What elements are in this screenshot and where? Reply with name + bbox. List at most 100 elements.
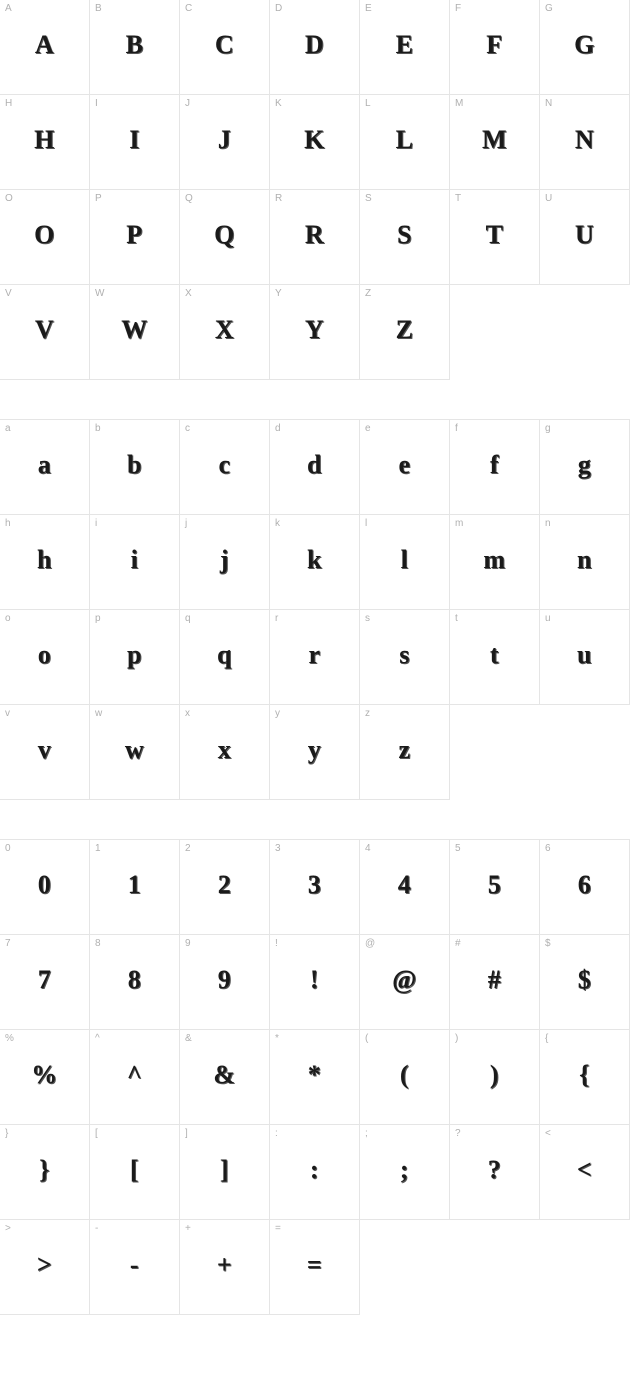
- glyph-cell[interactable]: rr: [269, 609, 360, 705]
- glyph-cell[interactable]: QQ: [179, 189, 270, 285]
- glyph-cell[interactable]: ]]: [179, 1124, 270, 1220]
- glyph-cell[interactable]: 88: [89, 934, 180, 1030]
- glyph-cell[interactable]: MM: [449, 94, 540, 190]
- glyph-cell-label: t: [455, 613, 458, 624]
- glyph-cell[interactable]: ==: [269, 1219, 360, 1315]
- glyph-cell[interactable]: )): [449, 1029, 540, 1125]
- glyph-cell[interactable]: !!: [269, 934, 360, 1030]
- glyph-cell[interactable]: [[: [89, 1124, 180, 1220]
- glyph-cell[interactable]: EE: [359, 0, 450, 95]
- glyph-cell[interactable]: ff: [449, 419, 540, 515]
- glyph-cell[interactable]: >>: [0, 1219, 90, 1315]
- glyph-cell-glyph: J: [180, 125, 269, 155]
- glyph-cell[interactable]: AA: [0, 0, 90, 95]
- glyph-cell[interactable]: 55: [449, 839, 540, 935]
- glyph-cell[interactable]: ZZ: [359, 284, 450, 380]
- glyph-cell[interactable]: VV: [0, 284, 90, 380]
- glyph-cell[interactable]: hh: [0, 514, 90, 610]
- glyph-cell-label: 4: [365, 843, 371, 854]
- glyph-cell[interactable]: &&: [179, 1029, 270, 1125]
- glyph-cell[interactable]: uu: [539, 609, 630, 705]
- glyph-cell[interactable]: SS: [359, 189, 450, 285]
- glyph-cell[interactable]: YY: [269, 284, 360, 380]
- glyph-cell[interactable]: nn: [539, 514, 630, 610]
- glyph-cell[interactable]: ::: [269, 1124, 360, 1220]
- glyph-cell[interactable]: 99: [179, 934, 270, 1030]
- glyph-cell-glyph: 7: [0, 965, 89, 995]
- glyph-cell[interactable]: qq: [179, 609, 270, 705]
- glyph-cell[interactable]: BB: [89, 0, 180, 95]
- glyph-cell[interactable]: ;;: [359, 1124, 450, 1220]
- glyph-cell[interactable]: JJ: [179, 94, 270, 190]
- glyph-cell[interactable]: --: [89, 1219, 180, 1315]
- glyph-cell[interactable]: tt: [449, 609, 540, 705]
- glyph-cell[interactable]: **: [269, 1029, 360, 1125]
- glyph-cell[interactable]: RR: [269, 189, 360, 285]
- glyph-cell[interactable]: 44: [359, 839, 450, 935]
- glyph-cell[interactable]: oo: [0, 609, 90, 705]
- glyph-cell[interactable]: XX: [179, 284, 270, 380]
- glyph-cell-glyph: &: [180, 1060, 269, 1090]
- glyph-cell[interactable]: DD: [269, 0, 360, 95]
- glyph-cell-glyph: W: [90, 315, 179, 345]
- glyph-cell[interactable]: yy: [269, 704, 360, 800]
- glyph-cell[interactable]: 66: [539, 839, 630, 935]
- glyph-cell[interactable]: vv: [0, 704, 90, 800]
- glyph-cell-label: k: [275, 518, 280, 529]
- glyph-cell[interactable]: mm: [449, 514, 540, 610]
- glyph-cell[interactable]: $$: [539, 934, 630, 1030]
- glyph-cell[interactable]: II: [89, 94, 180, 190]
- glyph-cell[interactable]: GG: [539, 0, 630, 95]
- glyph-cell[interactable]: KK: [269, 94, 360, 190]
- glyph-cell[interactable]: FF: [449, 0, 540, 95]
- glyph-cell[interactable]: %%: [0, 1029, 90, 1125]
- glyph-cell[interactable]: aa: [0, 419, 90, 515]
- glyph-cell[interactable]: gg: [539, 419, 630, 515]
- glyph-cell-glyph: s: [360, 640, 449, 670]
- glyph-cell[interactable]: ll: [359, 514, 450, 610]
- glyph-cell[interactable]: ss: [359, 609, 450, 705]
- glyph-cell[interactable]: ??: [449, 1124, 540, 1220]
- glyph-cell[interactable]: dd: [269, 419, 360, 515]
- glyph-cell-label: @: [365, 938, 375, 949]
- glyph-cell-label: v: [5, 708, 10, 719]
- glyph-cell[interactable]: HH: [0, 94, 90, 190]
- glyph-cell-label: q: [185, 613, 191, 624]
- glyph-cell[interactable]: LL: [359, 94, 450, 190]
- glyph-cell[interactable]: <<: [539, 1124, 630, 1220]
- glyph-cell[interactable]: ii: [89, 514, 180, 610]
- glyph-cell-label: ;: [365, 1128, 368, 1139]
- glyph-cell[interactable]: ##: [449, 934, 540, 1030]
- glyph-cell[interactable]: TT: [449, 189, 540, 285]
- glyph-cell[interactable]: ^^: [89, 1029, 180, 1125]
- glyph-cell[interactable]: ww: [89, 704, 180, 800]
- glyph-cell-label: a: [5, 423, 11, 434]
- glyph-cell[interactable]: pp: [89, 609, 180, 705]
- glyph-cell[interactable]: ++: [179, 1219, 270, 1315]
- glyph-cell[interactable]: ((: [359, 1029, 450, 1125]
- glyph-cell[interactable]: jj: [179, 514, 270, 610]
- glyph-cell[interactable]: @@: [359, 934, 450, 1030]
- glyph-cell-label: -: [95, 1223, 98, 1234]
- glyph-cell[interactable]: NN: [539, 94, 630, 190]
- glyph-cell[interactable]: xx: [179, 704, 270, 800]
- glyph-cell[interactable]: }}: [0, 1124, 90, 1220]
- glyph-cell[interactable]: 00: [0, 839, 90, 935]
- glyph-cell[interactable]: OO: [0, 189, 90, 285]
- glyph-cell-label: p: [95, 613, 101, 624]
- glyph-cell[interactable]: ee: [359, 419, 450, 515]
- glyph-cell[interactable]: cc: [179, 419, 270, 515]
- glyph-cell[interactable]: kk: [269, 514, 360, 610]
- glyph-cell[interactable]: UU: [539, 189, 630, 285]
- glyph-cell[interactable]: CC: [179, 0, 270, 95]
- glyph-cell[interactable]: WW: [89, 284, 180, 380]
- glyph-cell[interactable]: 33: [269, 839, 360, 935]
- glyph-cell[interactable]: 77: [0, 934, 90, 1030]
- glyph-cell[interactable]: 11: [89, 839, 180, 935]
- glyph-cell[interactable]: 22: [179, 839, 270, 935]
- glyph-cell[interactable]: {{: [539, 1029, 630, 1125]
- glyph-cell[interactable]: PP: [89, 189, 180, 285]
- glyph-cell[interactable]: bb: [89, 419, 180, 515]
- glyph-cell-glyph: [: [90, 1155, 179, 1185]
- glyph-cell[interactable]: zz: [359, 704, 450, 800]
